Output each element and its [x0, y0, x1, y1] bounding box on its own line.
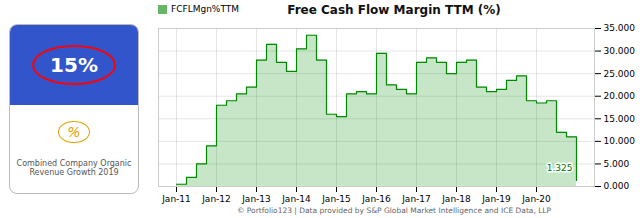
svg-text:20.000: 20.000	[604, 91, 636, 101]
svg-text:Jan-15: Jan-15	[321, 194, 351, 204]
html-text:Free Cash Flow Margin TTM (%): Free Cash Flow Margin TTM (%)	[287, 3, 501, 17]
svg-text:Jan-18: Jan-18	[441, 194, 471, 204]
svg-text:35.000: 35.000	[604, 23, 636, 33]
svg-text:30.000: 30.000	[604, 46, 636, 56]
svg-text:25.000: 25.000	[604, 69, 636, 79]
svg-text:0.000: 0.000	[604, 181, 630, 191]
svg-text:Jan-16: Jan-16	[361, 194, 391, 204]
svg-text:5.000: 5.000	[604, 159, 630, 169]
svg-text:Jan-12: Jan-12	[201, 194, 231, 204]
svg-text:Jan-11: Jan-11	[161, 194, 191, 204]
html-text:© Portfolio123 | Data provided: © Portfolio123 | Data provided by S&P Gl…	[236, 206, 552, 215]
svg-text:Jan-14: Jan-14	[281, 194, 311, 204]
svg-text:Jan-13: Jan-13	[241, 194, 271, 204]
svg-text:Jan-17: Jan-17	[401, 194, 431, 204]
html-text:15%: 15%	[50, 53, 98, 77]
html-text:Combined Company Organic Reven: Combined Company Organic Revenue Growth …	[16, 159, 132, 177]
svg-text:Jan-19: Jan-19	[481, 194, 511, 204]
svg-text:Jan-20: Jan-20	[521, 194, 551, 204]
svg-text:1.325: 1.325	[547, 163, 573, 173]
html-text:FCFLMgn%TTM: FCFLMgn%TTM	[171, 4, 239, 14]
svg-text:15.000: 15.000	[604, 114, 636, 124]
svg-text:10.000: 10.000	[604, 136, 636, 146]
